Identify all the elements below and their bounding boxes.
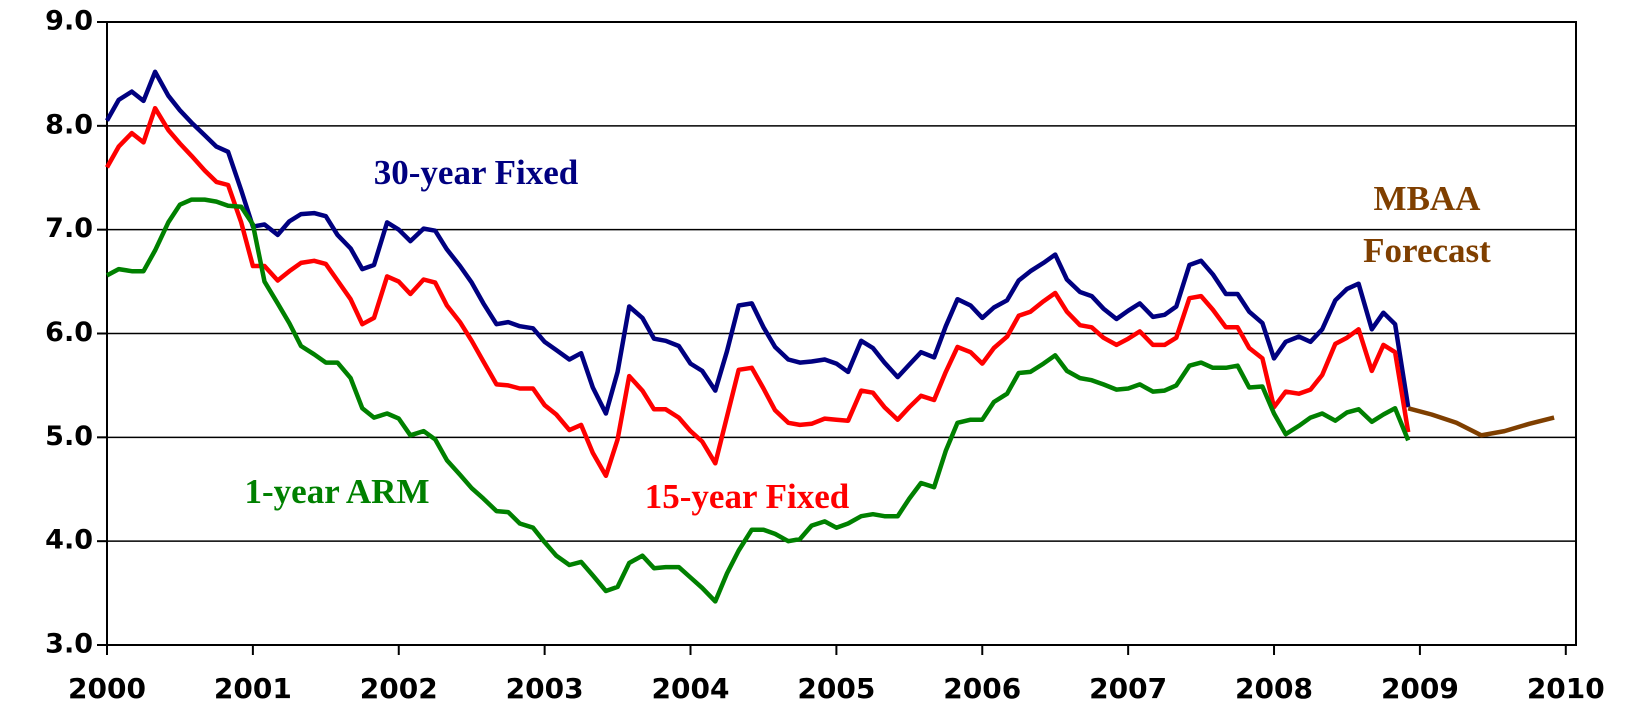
- series-line: [105, 197, 1411, 604]
- x-tick-label: 2000: [68, 672, 146, 705]
- y-tick-label: 8.0: [45, 109, 93, 140]
- y-tick-label: 3.0: [45, 629, 93, 660]
- x-tick-label: 2005: [797, 672, 875, 705]
- y-tick-label: 4.0: [45, 525, 93, 556]
- series-label: 30-year Fixed: [373, 153, 579, 192]
- x-tick-label: 2010: [1527, 672, 1605, 705]
- series-line: [105, 105, 1411, 479]
- x-tick-label: 2004: [652, 672, 730, 705]
- x-tick-label: 2006: [943, 672, 1021, 705]
- y-tick-label: 9.0: [45, 6, 93, 37]
- y-tick-label: 6.0: [45, 317, 93, 348]
- plot-frame: [106, 21, 1577, 646]
- series-line: [105, 69, 1411, 416]
- series-line: [1407, 406, 1555, 438]
- x-tick-label: 2003: [506, 672, 584, 705]
- y-tick-label: 7.0: [45, 213, 93, 244]
- series-label: 1-year ARM: [244, 472, 430, 511]
- series-label: 15-year Fixed: [644, 477, 850, 516]
- x-tick-label: 2008: [1235, 672, 1313, 705]
- x-tick-label: 2009: [1381, 672, 1459, 705]
- x-tick-label: 2007: [1089, 672, 1167, 705]
- y-tick-label: 5.0: [45, 421, 93, 452]
- x-tick-label: 2002: [360, 672, 438, 705]
- series-label: MBAA Forecast: [1363, 179, 1491, 270]
- x-tick-label: 2001: [214, 672, 292, 705]
